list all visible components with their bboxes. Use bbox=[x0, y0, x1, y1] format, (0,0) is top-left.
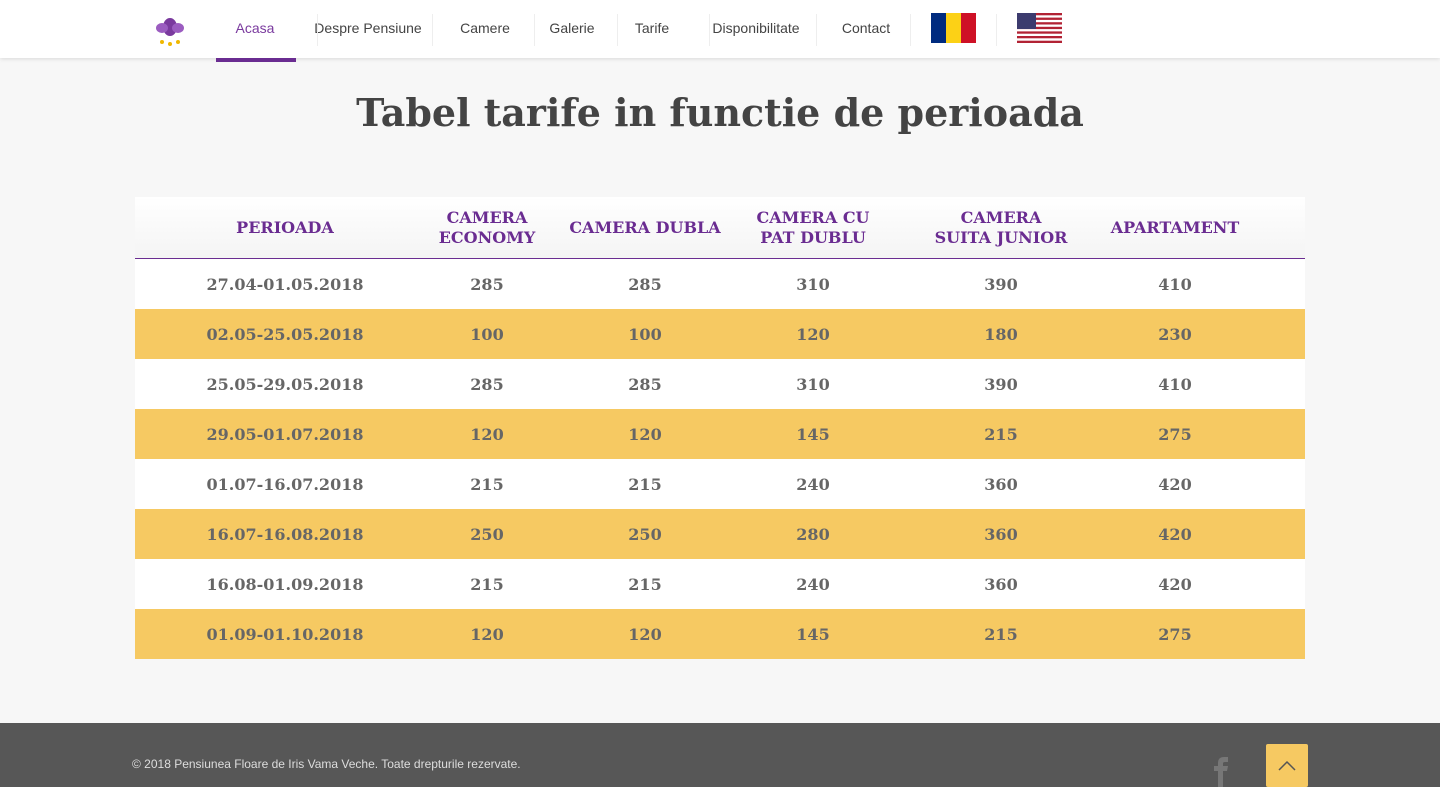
price-cell: 145 bbox=[796, 624, 830, 644]
price-cell: 120 bbox=[628, 624, 662, 644]
price-cell: 280 bbox=[796, 524, 830, 544]
table-row: 29.05-01.07.2018 120 120 145 215 275 bbox=[135, 409, 1305, 459]
price-cell: 215 bbox=[628, 574, 662, 594]
price-cell: 390 bbox=[984, 274, 1018, 294]
price-cell: 420 bbox=[1158, 474, 1192, 494]
price-cell: 180 bbox=[984, 324, 1018, 344]
price-cell: 250 bbox=[628, 524, 662, 544]
logo[interactable] bbox=[150, 10, 190, 48]
period-cell: 27.04-01.05.2018 bbox=[206, 274, 364, 294]
nav-link[interactable]: Galerie bbox=[549, 20, 595, 36]
price-cell: 215 bbox=[984, 424, 1018, 444]
price-cell: 120 bbox=[470, 624, 504, 644]
price-cell: 410 bbox=[1158, 274, 1192, 294]
table-row: 16.08-01.09.2018 215 215 240 360 420 bbox=[135, 559, 1305, 609]
nav-link[interactable]: Contact bbox=[841, 20, 891, 36]
nav-link[interactable]: Camere bbox=[460, 20, 510, 36]
price-cell: 360 bbox=[984, 524, 1018, 544]
price-cell: 240 bbox=[796, 574, 830, 594]
price-cell: 250 bbox=[470, 524, 504, 544]
price-cell: 275 bbox=[1158, 624, 1192, 644]
period-cell: 01.09-01.10.2018 bbox=[206, 624, 364, 644]
price-cell: 215 bbox=[470, 474, 504, 494]
nav-link[interactable]: Tarife bbox=[634, 20, 670, 36]
page-title: Tabel tarife in functie de perioada bbox=[356, 90, 1084, 135]
active-indicator bbox=[216, 58, 296, 62]
price-cell: 360 bbox=[984, 574, 1018, 594]
separator bbox=[316, 14, 318, 46]
price-table: PERIOADA CAMERA ECONOMY CAMERA DUBLA CAMERA… bbox=[135, 197, 1305, 659]
separator bbox=[533, 14, 535, 46]
column-header: PERIOADA bbox=[236, 217, 334, 237]
period-cell: 29.05-01.07.2018 bbox=[206, 424, 364, 444]
footer: © 2018 Pensiunea Floare de Iris Vama Vec… bbox=[0, 723, 1440, 787]
separator bbox=[617, 14, 618, 46]
price-cell: 360 bbox=[984, 474, 1018, 494]
column-header: APARTAMENT bbox=[1110, 217, 1240, 237]
flag-us[interactable] bbox=[1017, 13, 1062, 43]
separator bbox=[816, 14, 817, 46]
table-row: 25.05-29.05.2018 285 285 310 390 410 bbox=[135, 359, 1305, 409]
separator bbox=[709, 14, 710, 46]
nav-link[interactable]: Disponibilitate bbox=[712, 20, 800, 36]
price-cell: 215 bbox=[628, 474, 662, 494]
separator bbox=[996, 14, 997, 46]
price-cell: 285 bbox=[470, 374, 504, 394]
price-cell: 310 bbox=[796, 374, 830, 394]
price-cell: 240 bbox=[796, 474, 830, 494]
price-cell: 310 bbox=[796, 274, 830, 294]
table-row: 16.07-16.08.2018 250 250 280 360 420 bbox=[135, 509, 1305, 559]
price-cell: 120 bbox=[796, 324, 830, 344]
period-cell: 01.07-16.07.2018 bbox=[206, 474, 364, 494]
copyright: © 2018 Pensiunea Floare de Iris Vama Vec… bbox=[132, 757, 521, 771]
price-cell: 100 bbox=[628, 324, 662, 344]
table-row: 02.05-25.05.2018 100 100 120 180 230 bbox=[135, 309, 1305, 359]
period-cell: 25.05-29.05.2018 bbox=[206, 374, 364, 394]
column-header: CAMERA SUITA JUNIOR bbox=[934, 207, 1068, 247]
price-cell: 215 bbox=[470, 574, 504, 594]
price-cell: 275 bbox=[1158, 424, 1192, 444]
separator bbox=[431, 14, 433, 46]
price-cell: 410 bbox=[1158, 374, 1192, 394]
nav-link[interactable]: Despre Pensiune bbox=[314, 20, 422, 36]
column-header: CAMERA DUBLA bbox=[569, 217, 721, 237]
price-cell: 390 bbox=[984, 374, 1018, 394]
price-cell: 285 bbox=[628, 274, 662, 294]
price-cell: 230 bbox=[1158, 324, 1192, 344]
separator bbox=[910, 14, 911, 46]
table-header: PERIOADA CAMERA ECONOMY CAMERA DUBLA CAMERA… bbox=[135, 197, 1305, 259]
period-cell: 16.08-01.09.2018 bbox=[206, 574, 364, 594]
price-cell: 420 bbox=[1158, 574, 1192, 594]
period-cell: 16.07-16.08.2018 bbox=[206, 524, 364, 544]
price-cell: 285 bbox=[628, 374, 662, 394]
nav-link[interactable]: Acasa bbox=[235, 20, 275, 36]
column-header: CAMERA ECONOMY bbox=[438, 207, 536, 247]
price-cell: 100 bbox=[470, 324, 504, 344]
price-cell: 145 bbox=[796, 424, 830, 444]
table-row: 27.04-01.05.2018 285 285 310 390 410 bbox=[135, 259, 1305, 309]
nav-bar: Acasa Despre Pensiune Camere Galerie Tarife D… bbox=[0, 0, 1440, 62]
table-row: 01.09-01.10.2018 120 120 145 215 275 bbox=[135, 609, 1305, 659]
price-cell: 215 bbox=[984, 624, 1018, 644]
price-cell: 120 bbox=[628, 424, 662, 444]
period-cell: 02.05-25.05.2018 bbox=[206, 324, 364, 344]
facebook-icon[interactable] bbox=[1210, 757, 1234, 787]
column-header: CAMERA CU PAT DUBLU bbox=[756, 207, 870, 247]
back-to-top[interactable] bbox=[1266, 744, 1308, 787]
price-cell: 285 bbox=[470, 274, 504, 294]
price-cell: 420 bbox=[1158, 524, 1192, 544]
price-cell: 120 bbox=[470, 424, 504, 444]
flag-ro[interactable] bbox=[931, 13, 976, 43]
table-row: 01.07-16.07.2018 215 215 240 360 420 bbox=[135, 459, 1305, 509]
